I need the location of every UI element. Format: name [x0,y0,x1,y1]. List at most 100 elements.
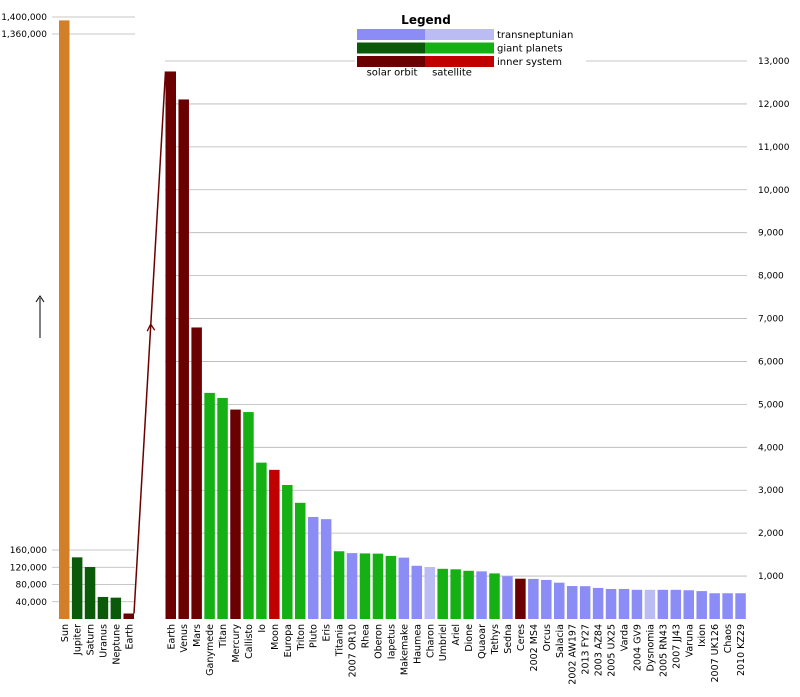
legend-label-transneptunian: transneptunian [497,30,573,41]
bar-2005-ux25 [605,588,617,619]
bar-salacia [554,582,565,619]
right-tick-label: 10,000 [758,186,790,196]
left-category-labels: Sun Jupiter Saturn Uranus Neptune Earth [60,624,136,665]
left-tick-label: 80,000 [16,581,48,591]
right-tick-label: 1,000 [758,572,784,582]
category-label-saturn: Saturn [86,624,97,655]
right-tick-labels: 1,000 2,000 3,000 4,000 5,000 6,000 7,000 8,000… [758,57,790,582]
connector-arrowhead [146,322,156,332]
category-label-jupiter: Jupiter [73,624,84,656]
right-gridlines [165,60,747,577]
category-label-iapetus: Iapetus [386,624,397,659]
category-label-eris: Eris [322,624,333,642]
category-label-uranus: Uranus [98,624,109,658]
legend-swatch-inner-system-solar [357,56,425,67]
right-tick-label: 12,000 [758,100,790,110]
bar-2002-aw197 [566,586,578,619]
bar-2007-jj43 [670,589,682,619]
legend-swatch-inner-system-satellite [425,56,494,67]
category-label-2005-ux25: 2005 UX25 [607,624,618,677]
bar-mars [191,327,202,619]
bar-neptune [110,597,122,619]
category-label-callisto: Callisto [244,624,255,659]
legend-column-satellite: satellite [432,68,472,79]
bar-orcus [541,579,552,619]
category-label-2007-or10: 2007 OR10 [348,624,359,677]
left-bars [59,20,134,619]
bar-2007-or10 [346,553,358,619]
bar-2005-rn43 [657,589,669,619]
right-tick-label: 13,000 [758,57,790,67]
bar-rhea [359,553,371,619]
category-label-io: Io [257,624,268,633]
legend-swatch-giant-planets-solar [357,42,425,54]
category-label-neptune: Neptune [111,624,122,665]
category-label-2007-jj43: 2007 JJ43 [671,624,682,669]
category-label-2002-aw197: 2002 AW197 [568,624,579,685]
bar-chaos [722,593,733,619]
category-label-venus: Venus [179,624,190,653]
left-tick-labels: 40,000 80,000 120,000 160,000 1,360,000 1,400… [1,13,47,608]
right-tick-label: 9,000 [758,229,784,239]
axis-break-arrow [35,295,45,338]
category-label-salacia: Salacia [555,624,566,658]
bar-2007-uk126 [709,593,720,619]
bar-2003-az84 [592,587,604,619]
category-label-2004-gv9: 2004 GV9 [632,624,643,671]
zoom-connector [133,71,167,614]
bar-triton [295,502,306,619]
category-label-2003-az84: 2003 AZ84 [594,624,605,676]
bar-titania [333,551,345,619]
category-label-umbriel: Umbriel [438,624,449,661]
category-label-ariel: Ariel [451,624,462,646]
category-label-triton: Triton [296,624,307,652]
bar-varda [618,588,630,619]
left-tick-label: 160,000 [10,546,47,556]
legend: Legend transneptunian giant planets inner … [357,13,573,79]
category-label-oberon: Oberon [373,624,384,659]
category-label-2013-fy27: 2013 FY27 [581,624,592,675]
category-label-moon: Moon [270,624,281,650]
category-label-rhea: Rhea [361,624,372,648]
category-label-titan: Titan [218,624,229,649]
bar-charon [424,566,435,619]
left-tick-label: 1,400,000 [1,13,47,23]
legend-swatch-giant-planets-satellite [425,42,494,54]
bar-europa [282,484,293,619]
right-tick-label: 3,000 [758,486,784,496]
bar-callisto [243,412,254,619]
bar-earth [123,613,134,619]
left-tick-label: 1,360,000 [1,30,47,40]
bar-titan [217,397,228,619]
category-label-varuna: Varuna [684,624,695,657]
bar-tethys [489,573,500,619]
category-label-2002-ms4: 2002 MS4 [529,624,540,671]
bar-earth [165,71,176,620]
bar-makemake [398,557,410,619]
legend-title: Legend [401,13,451,27]
bar-oberon [372,553,384,619]
bar-quaoar [476,571,487,619]
bar-dysnomia [644,589,656,619]
category-label-tethys: Tethys [490,624,501,655]
legend-swatch-transneptunian-solar [357,29,425,40]
category-label-2007-uk126: 2007 UK126 [710,624,721,683]
bar-eris [320,519,332,619]
right-tick-label: 2,000 [758,529,784,539]
legend-column-solar-orbit: solar orbit [367,68,418,79]
right-tick-label: 5,000 [758,400,784,410]
right-tick-label: 4,000 [758,443,784,453]
bar-mercury [230,409,241,619]
bar-dione [463,570,474,619]
left-tick-label: 40,000 [16,598,48,608]
connector-line [133,71,167,614]
bar-sun [59,20,70,619]
category-label-orcus: Orcus [542,624,553,651]
bar-2010-kz29 [735,593,746,619]
category-label-dysnomia: Dysnomia [645,624,656,671]
bar-iapetus [385,555,397,619]
right-tick-label: 6,000 [758,357,784,367]
category-label-titania: Titania [335,624,346,657]
bar-2013-fy27 [579,586,591,619]
